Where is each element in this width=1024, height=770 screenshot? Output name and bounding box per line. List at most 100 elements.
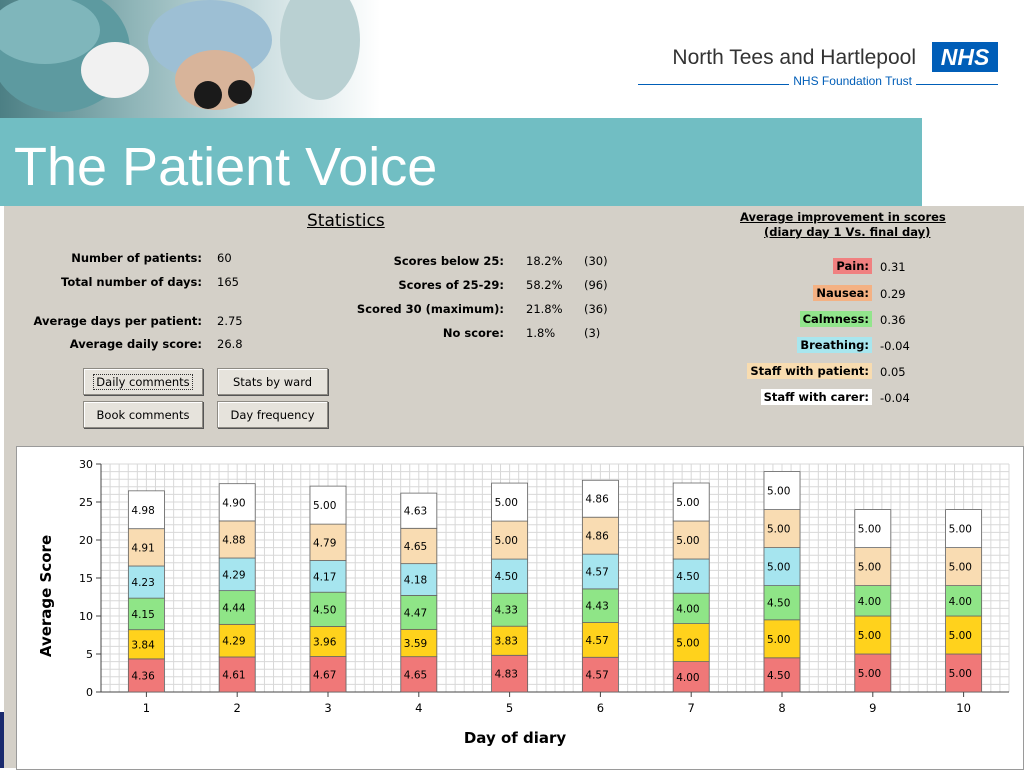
bar-segment: [218, 656, 256, 693]
chart-container: 0 5 10 15 20 25 30 4.36 3.84 4.15 4.23 4.91 4.98 1 4.6…: [16, 446, 1024, 770]
bar-segment: [854, 509, 892, 548]
bar-data-label: 4.50: [767, 670, 790, 682]
score-band-count: (96): [584, 278, 608, 292]
summary-label: Average days per patient:: [33, 314, 202, 328]
bar-data-label: 4.00: [676, 603, 699, 615]
bar-segment: [309, 523, 347, 561]
bar-segment: [582, 656, 619, 693]
bar-data-label: 5.00: [767, 486, 790, 498]
bar-data-label: 4.98: [131, 505, 154, 517]
bar-data-label: 4.86: [585, 531, 609, 543]
day-frequency-button[interactable]: Day frequency: [217, 401, 328, 428]
statistics-panel: Statistics Number of patients: 60 Total …: [4, 206, 1024, 770]
x-tick-label: 7: [688, 701, 695, 715]
bar-data-label: 4.36: [131, 670, 155, 682]
bar-segment: [763, 657, 801, 693]
bar-segment: [309, 626, 347, 657]
bar-data-label: 4.57: [585, 567, 608, 579]
bar-segment: [491, 520, 529, 560]
bar-segment: [945, 509, 982, 548]
bar-segment: [854, 547, 892, 586]
bar-data-label: 5.00: [676, 535, 699, 547]
bar-data-label: 4.47: [404, 607, 427, 619]
bar-data-label: 3.96: [313, 636, 337, 648]
score-band-count: (36): [584, 302, 608, 316]
bar-data-label: 4.29: [222, 569, 245, 581]
bar-data-label: 4.50: [313, 604, 336, 616]
daily-comments-button[interactable]: Daily comments: [83, 368, 203, 395]
bar-segment: [309, 656, 347, 693]
bar-data-label: 5.00: [858, 630, 881, 642]
x-tick-label: 10: [956, 701, 971, 715]
improvement-staff-carer-value: -0.04: [880, 391, 910, 405]
bar-segment: [400, 492, 438, 529]
bar-data-label: 4.57: [585, 635, 608, 647]
bar-data-label: 5.00: [858, 668, 881, 680]
improvement-nausea-value: 0.29: [880, 287, 906, 301]
bar-data-label: 4.29: [222, 636, 245, 648]
bar-data-label: 5.00: [313, 500, 336, 512]
bar-data-label: 3.59: [404, 638, 427, 650]
x-tick-label: 4: [415, 701, 422, 715]
bar-segment: [672, 558, 710, 594]
bar-segment: [128, 490, 165, 530]
bar-segment: [218, 483, 256, 522]
score-band-label: Scores of 25-29:: [398, 278, 504, 292]
bar-segment: [854, 653, 892, 693]
bar-data-label: 4.43: [585, 601, 608, 613]
daily-comments-button-label: Daily comments: [93, 373, 193, 390]
bar-data-label: 4.18: [404, 575, 427, 587]
stats-by-ward-button[interactable]: Stats by ward: [217, 368, 328, 395]
left-accent-bar: [0, 712, 4, 768]
bar-segment: [400, 628, 438, 658]
bar-segment: [400, 656, 438, 693]
bar-data-label: 4.50: [495, 571, 518, 583]
y-tick-label: 20: [79, 534, 93, 547]
bar-segment: [491, 482, 529, 522]
bar-data-label: 4.23: [131, 577, 154, 589]
x-tick-label: 9: [869, 701, 876, 715]
bar-data-label: 5.00: [767, 524, 790, 536]
bar-segment: [400, 527, 438, 565]
bar-data-label: 4.86: [585, 494, 609, 506]
improvement-staff-patient-label: Staff with patient:: [747, 363, 872, 379]
score-band-pct: 58.2%: [526, 278, 563, 292]
bar-segment: [128, 597, 165, 631]
improvement-breathing-value: -0.04: [880, 339, 910, 353]
bar-segment: [400, 595, 438, 630]
title-band: The Patient Voice: [0, 118, 922, 206]
bar-segment: [491, 625, 529, 656]
bar-data-label: 5.00: [949, 668, 972, 680]
x-tick-label: 8: [778, 701, 785, 715]
x-tick-label: 2: [234, 701, 241, 715]
bar-segment: [672, 482, 710, 522]
bar-segment: [582, 588, 619, 623]
bar-segment: [582, 622, 619, 658]
bar-data-label: 4.79: [313, 537, 336, 549]
page-title: The Patient Voice: [14, 137, 438, 197]
bar-data-label: 5.00: [676, 638, 699, 650]
improvement-staff-carer-label: Staff with carer:: [760, 389, 872, 405]
y-tick-label: 0: [86, 686, 93, 699]
x-tick-label: 6: [597, 701, 604, 715]
y-axis-title: Average Score: [37, 535, 55, 657]
bar-data-label: 5.00: [676, 497, 699, 509]
bar-segment: [763, 547, 801, 586]
bar-segment: [854, 585, 892, 617]
bar-data-label: 4.61: [222, 669, 245, 681]
bar-segment: [945, 653, 982, 693]
bar-segment: [945, 585, 982, 617]
stacked-bar-chart: 0510152025304.363.844.154.234.914.9814.6…: [37, 458, 1010, 747]
bar-data-label: 4.00: [949, 596, 972, 608]
book-comments-button[interactable]: Book comments: [83, 401, 203, 428]
statistics-heading: Statistics: [307, 211, 385, 231]
bar-data-label: 4.00: [676, 672, 699, 684]
improvement-pain-label: Pain:: [833, 258, 872, 274]
score-band-label: Scored 30 (maximum):: [356, 302, 504, 316]
bar-segment: [128, 629, 165, 660]
trust-logo: North Tees and Hartlepool NHS NHS Founda…: [626, 38, 1006, 98]
bar-data-label: 5.00: [767, 562, 790, 574]
bar-segment: [945, 615, 982, 655]
bar-segment: [309, 560, 347, 593]
bar-segment: [672, 661, 710, 693]
